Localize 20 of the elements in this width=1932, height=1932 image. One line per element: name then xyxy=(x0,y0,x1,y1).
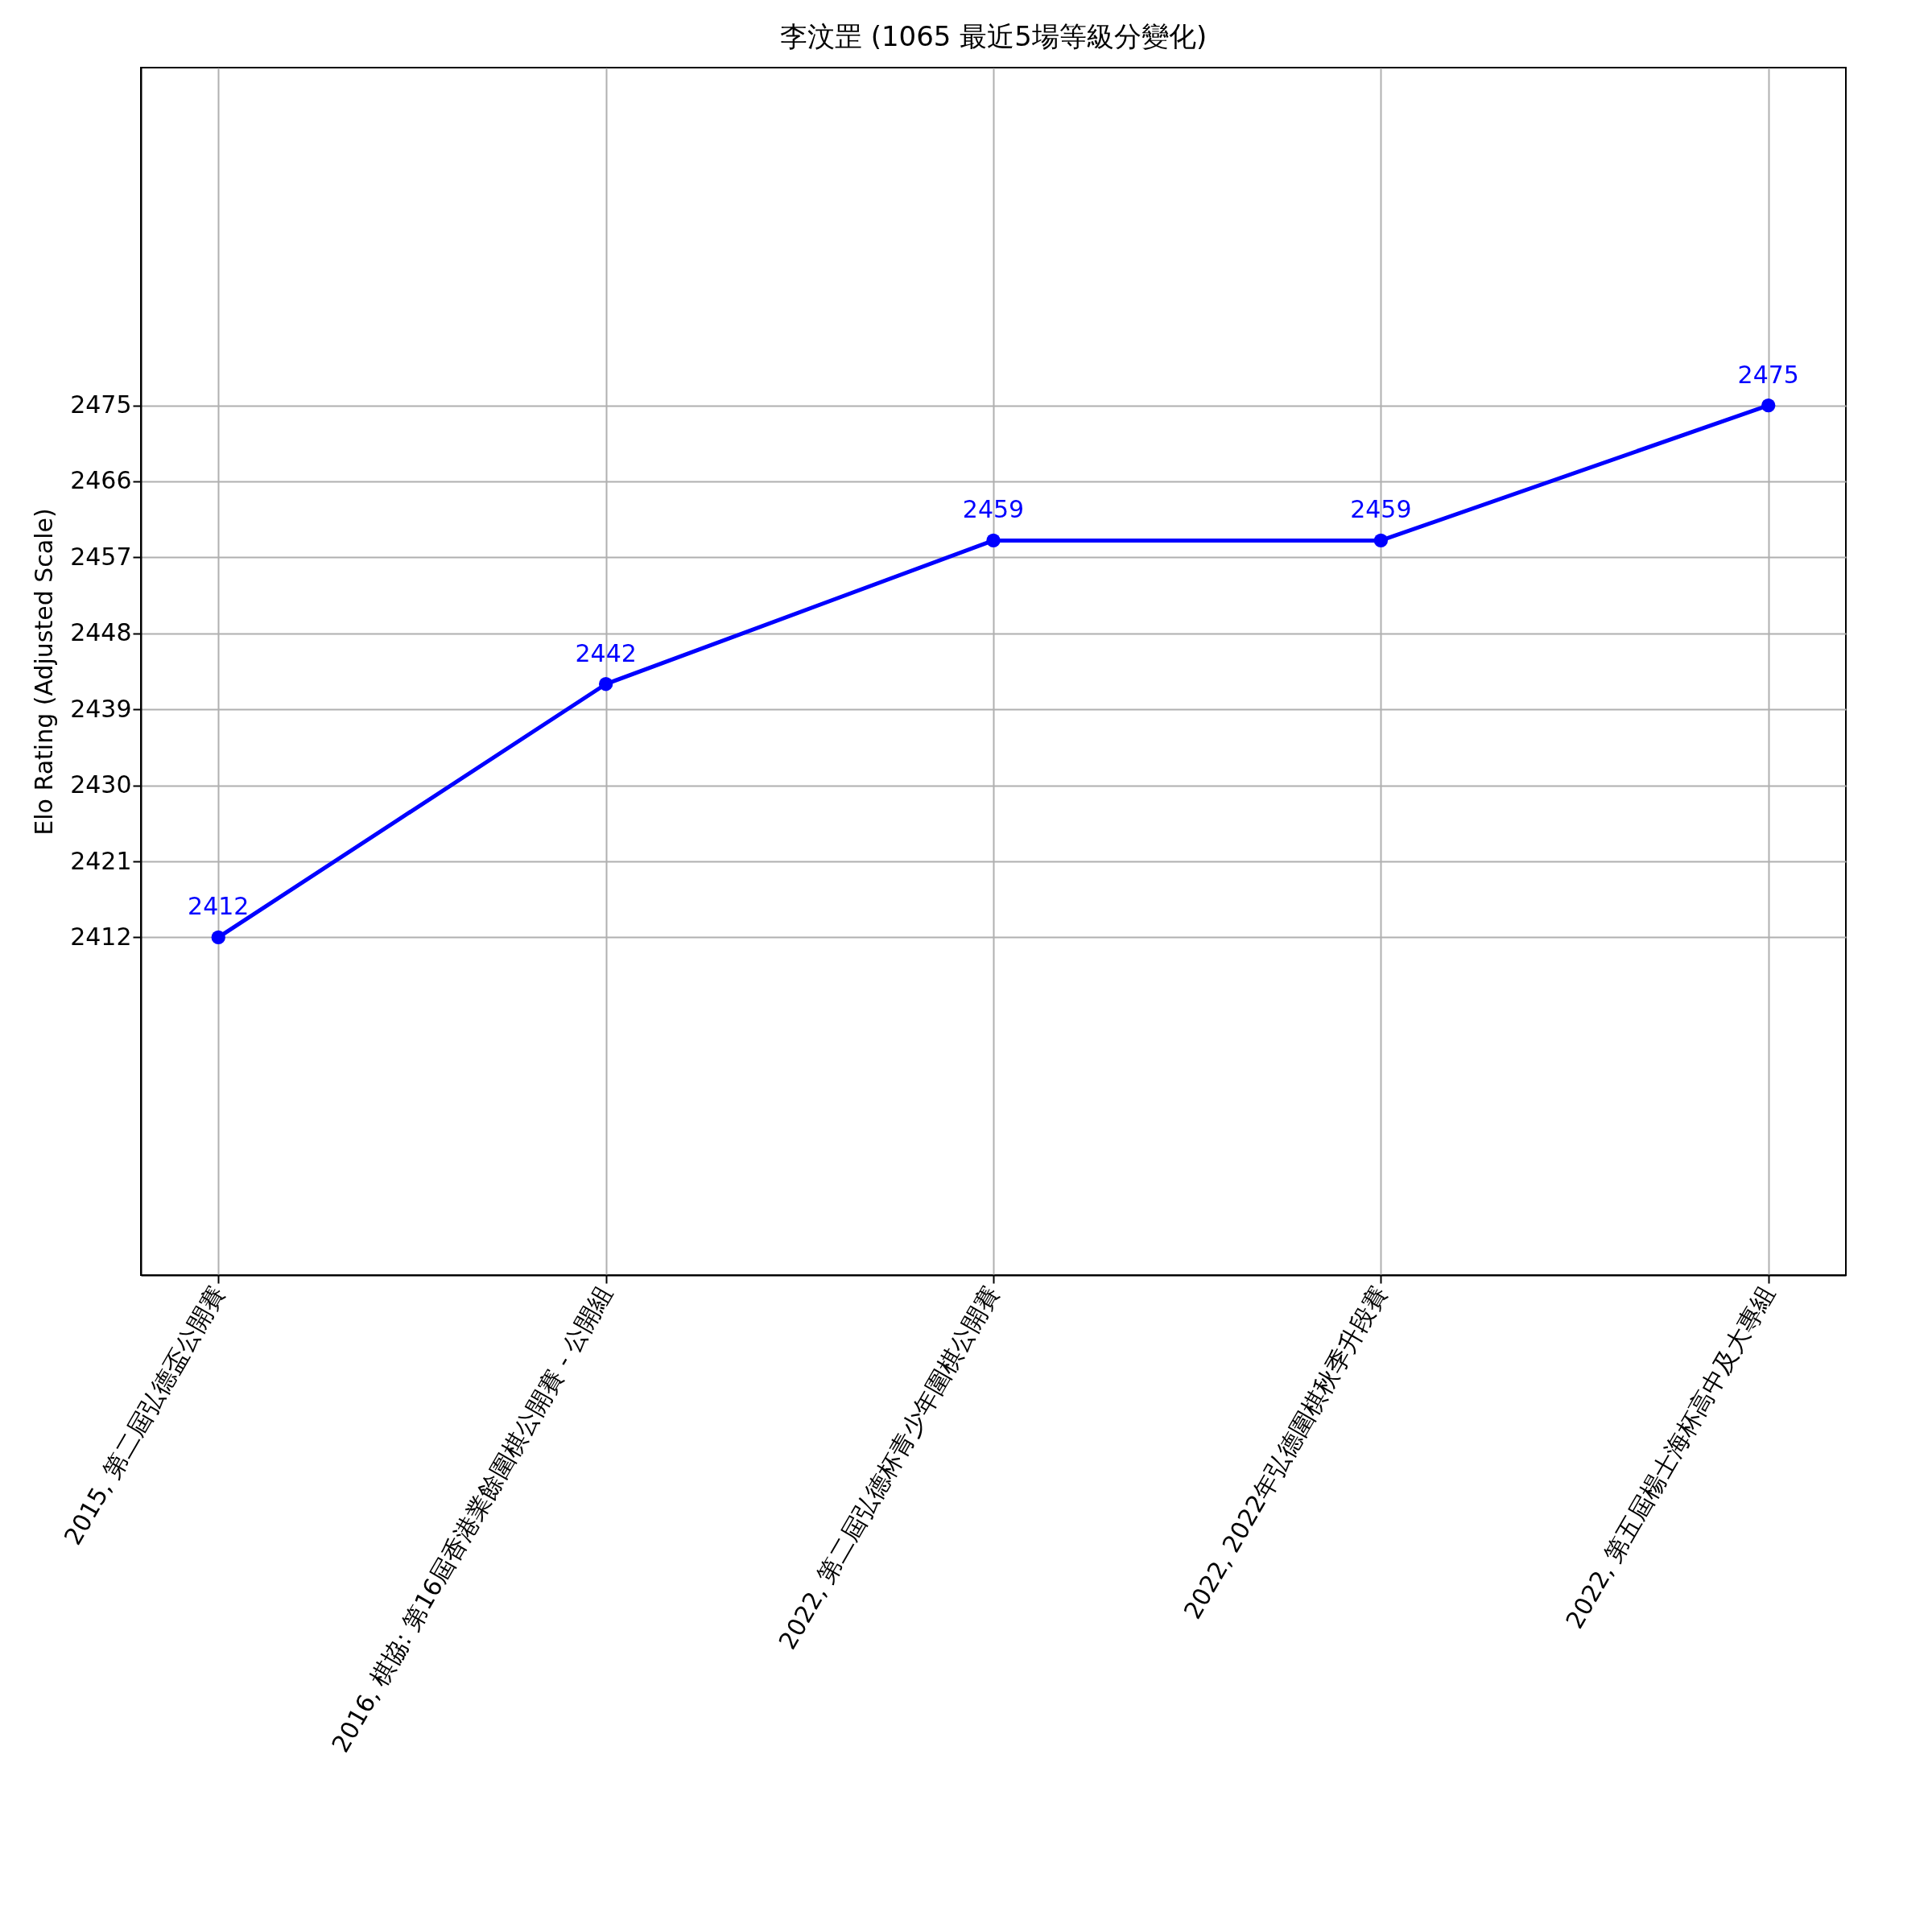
point xyxy=(211,930,225,945)
point xyxy=(1761,398,1776,413)
y-tick-label: 2412 xyxy=(70,922,132,951)
y-tick-label: 2466 xyxy=(70,466,132,495)
y-tick-label: 2448 xyxy=(70,618,132,647)
point xyxy=(1373,533,1389,548)
y-tick-label: 2421 xyxy=(70,846,132,875)
chart-title: 李汶罡 (1065 最近5場等級分變化) xyxy=(779,20,1208,52)
y-tick-label: 2430 xyxy=(70,770,132,799)
point xyxy=(986,533,1001,548)
y-tick-label: 2439 xyxy=(70,694,132,723)
data-label: 2475 xyxy=(1737,360,1799,389)
y-axis-title: Elo Rating (Adjusted Scale) xyxy=(30,508,59,836)
data-label: 2459 xyxy=(962,495,1025,524)
y-tick-label: 2457 xyxy=(70,542,132,571)
data-label: 2442 xyxy=(575,638,637,667)
y-tick-label: 2475 xyxy=(70,390,132,419)
point xyxy=(598,677,613,691)
data-label: 2412 xyxy=(188,892,250,921)
data-label: 2459 xyxy=(1350,495,1412,524)
